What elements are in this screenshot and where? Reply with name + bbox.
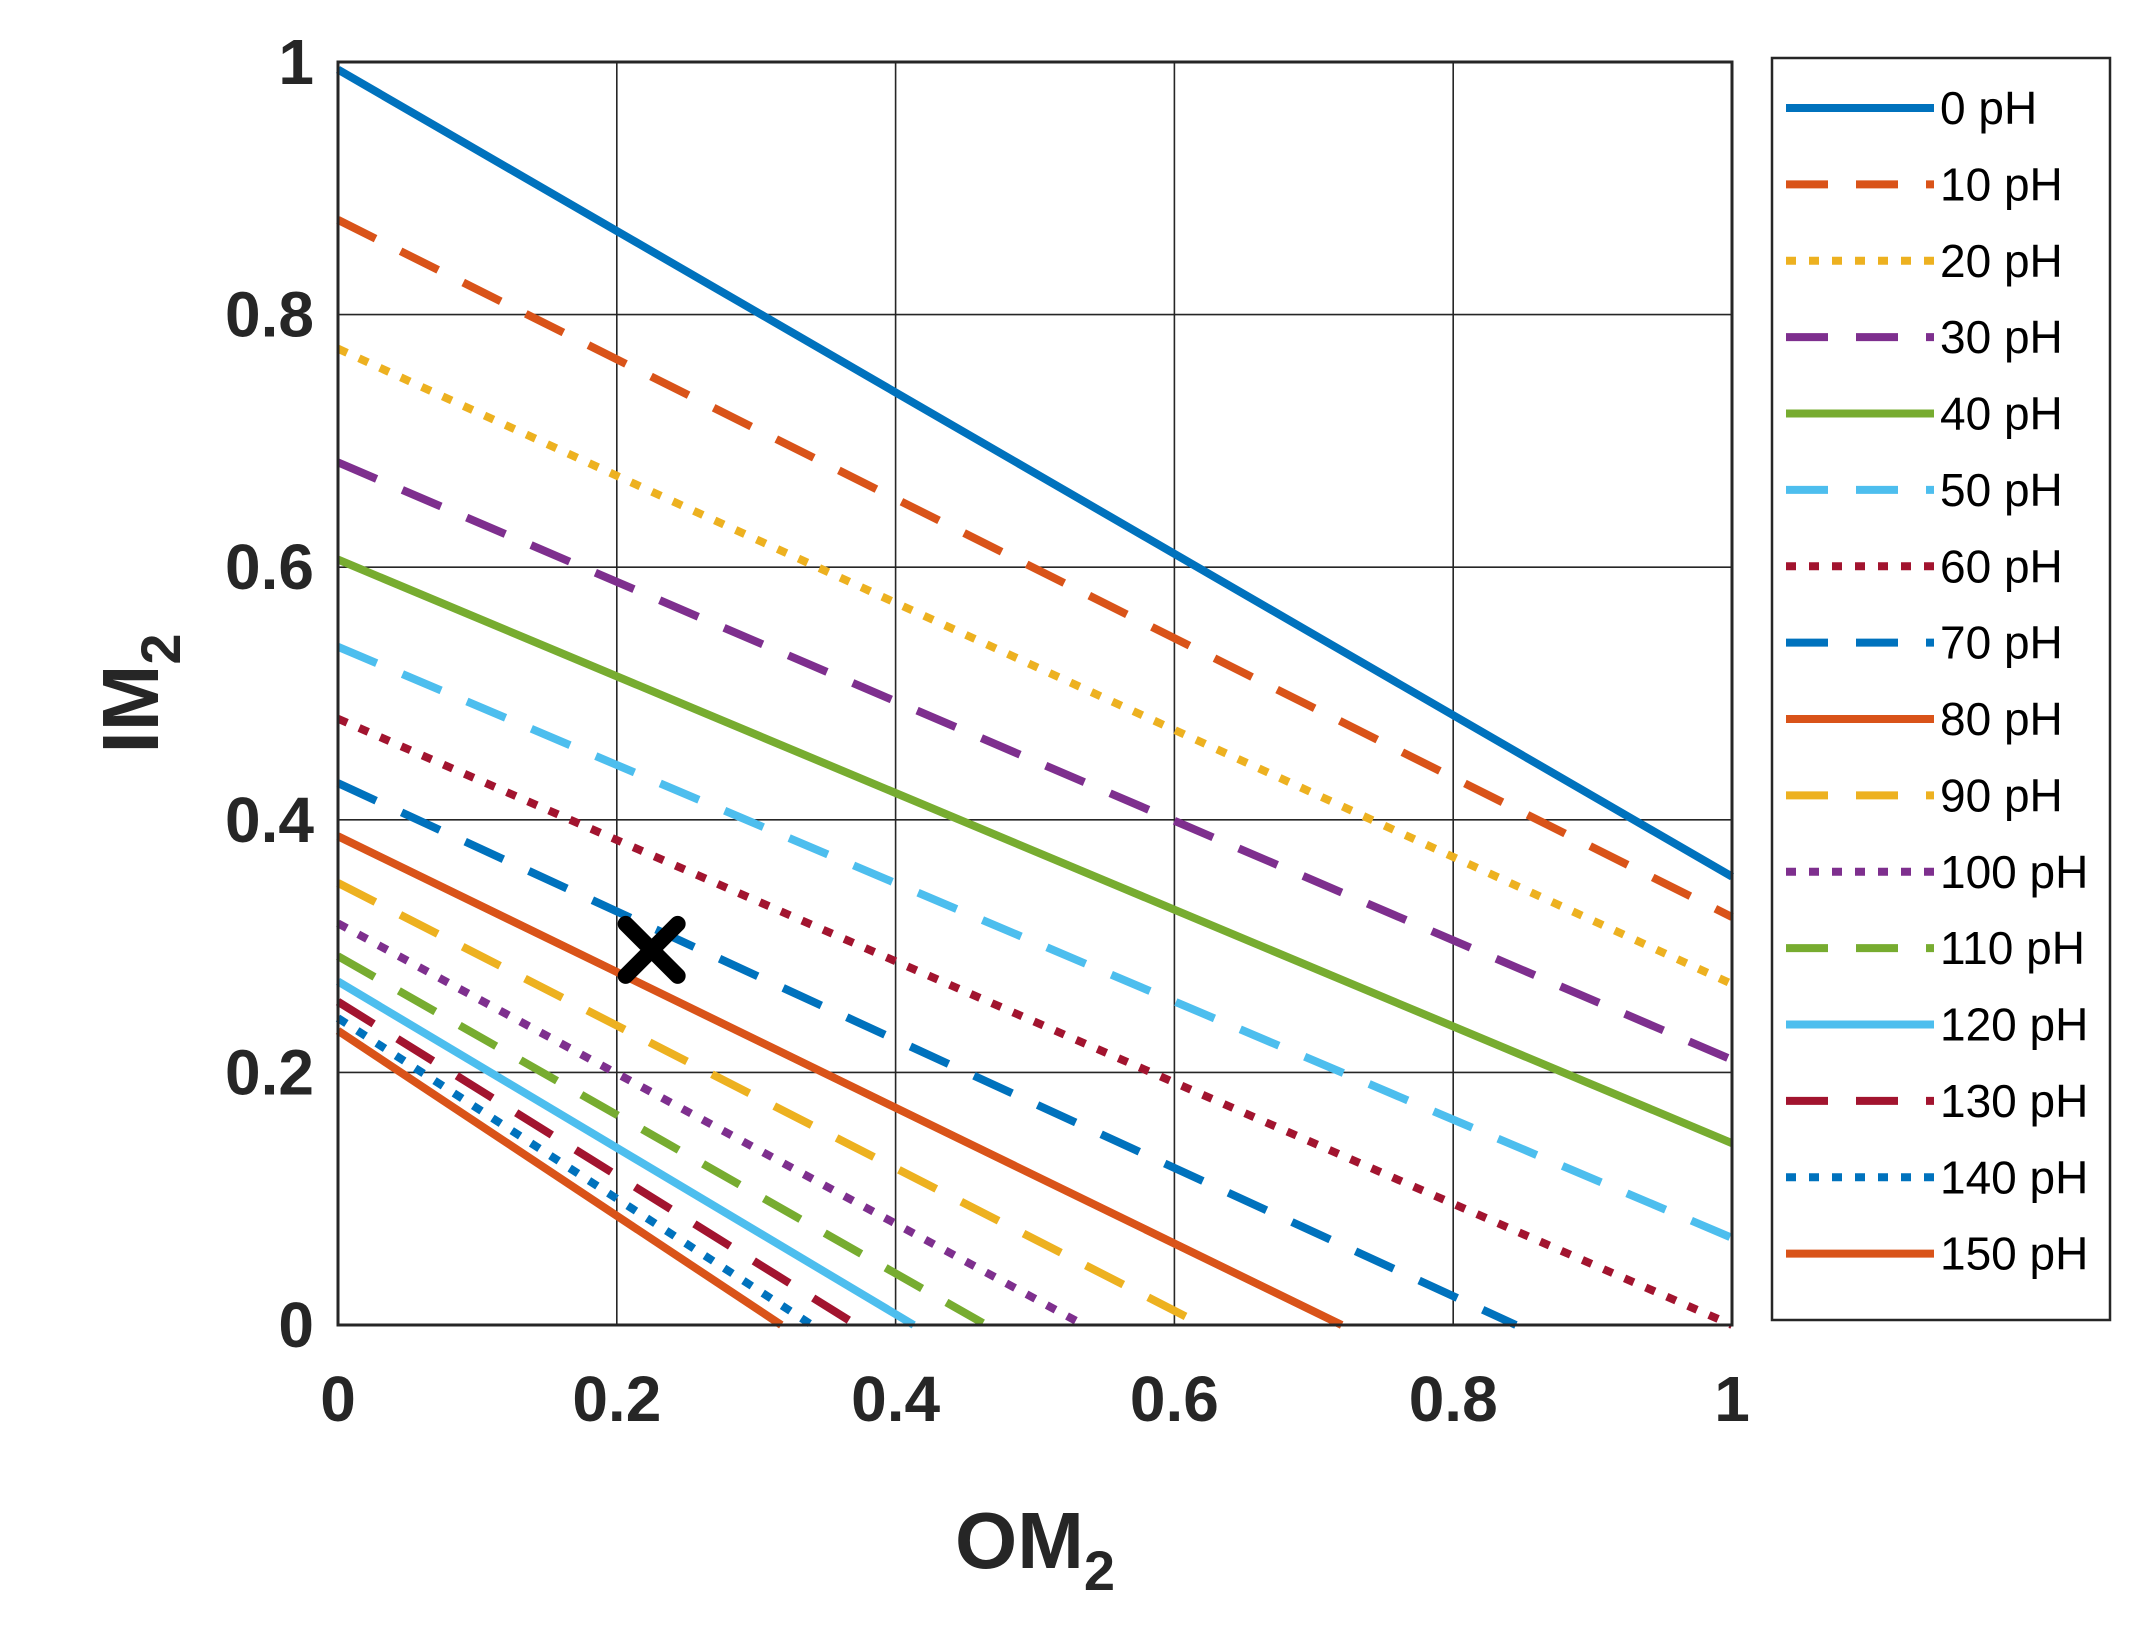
y-tick-label: 0.8 <box>225 279 314 351</box>
legend-label: 100 pH <box>1940 846 2088 898</box>
series-lines <box>335 66 1735 1329</box>
x-tick-label: 1 <box>1714 1363 1750 1435</box>
y-tick-label: 1 <box>278 26 314 98</box>
y-tick-label: 0.6 <box>225 531 314 603</box>
legend-label: 90 pH <box>1940 769 2063 821</box>
legend-item: 10 pH <box>1786 158 2063 210</box>
series-line-90-ph <box>336 879 1205 1329</box>
legend-item: 130 pH <box>1786 1075 2088 1127</box>
series-line-10-ph <box>336 216 1734 921</box>
legend-item: 150 pH <box>1786 1228 2088 1280</box>
legend-label: 60 pH <box>1940 540 2063 592</box>
legend-label: 30 pH <box>1940 311 2063 363</box>
legend-label: 20 pH <box>1940 235 2063 287</box>
x-tick-label: 0.2 <box>572 1363 661 1435</box>
x-tick-label: 0.8 <box>1409 1363 1498 1435</box>
legend-items: 0 pH 10 pH 20 pH 30 pH 40 pH 50 pH 60 pH 70 pH 8… <box>1786 82 2088 1280</box>
legend-item: 140 pH <box>1786 1151 2088 1203</box>
series-line-140-ph <box>335 1014 815 1329</box>
legend-item: 0 pH <box>1786 82 2037 134</box>
legend-box <box>1770 56 2112 1322</box>
series-line-50-ph <box>336 643 1734 1242</box>
series-line-110-ph <box>336 952 989 1329</box>
legend-item: 120 pH <box>1786 999 2088 1051</box>
y-tick-label: 0.4 <box>225 784 314 856</box>
series-line-30-ph <box>336 458 1734 1064</box>
series-line-40-ph <box>336 555 1734 1147</box>
legend-label: 70 pH <box>1940 617 2063 669</box>
legend-label: 150 pH <box>1940 1228 2088 1280</box>
legend-label: 10 pH <box>1940 158 2063 210</box>
series-line-20-ph <box>336 345 1734 988</box>
legend-label: 140 pH <box>1940 1151 2088 1203</box>
y-axis-label: IM2 <box>86 633 192 753</box>
x-tick-label: 0.6 <box>1130 1363 1219 1435</box>
legend-item: 70 pH <box>1786 617 2063 669</box>
legend-label: 130 pH <box>1940 1075 2088 1127</box>
legend-label: 120 pH <box>1940 999 2088 1051</box>
x-marker <box>617 915 686 984</box>
legend: 0 pH 10 pH 20 pH 30 pH 40 pH 50 pH 60 pH 70 pH 8… <box>1770 56 2112 1322</box>
legend-item: 50 pH <box>1786 464 2063 516</box>
y-tick-label: 0.2 <box>225 1036 314 1108</box>
x-tick-label: 0 <box>320 1363 356 1435</box>
legend-item: 60 pH <box>1786 540 2063 592</box>
legend-item: 100 pH <box>1786 846 2088 898</box>
legend-item: 20 pH <box>1786 235 2063 287</box>
series-line-0-ph <box>335 66 1735 881</box>
legend-label: 80 pH <box>1940 693 2063 745</box>
legend-item: 40 pH <box>1786 388 2063 440</box>
y-tick-labels: 0 0.2 0.4 0.6 0.8 1 <box>225 26 314 1361</box>
legend-item: 30 pH <box>1786 311 2063 363</box>
series-line-100-ph <box>336 919 1086 1329</box>
series-line-120-ph <box>335 978 916 1329</box>
plot-frame <box>336 60 1734 1327</box>
x-tick-labels: 0 0.2 0.4 0.6 0.8 1 <box>320 1363 1750 1435</box>
series-line-60-ph <box>336 715 1734 1329</box>
legend-item: 80 pH <box>1786 693 2063 745</box>
x-axis-label-main: OM <box>955 1496 1084 1585</box>
legend-item: 110 pH <box>1786 922 2085 974</box>
x-axis-label: OM2 <box>955 1496 1115 1602</box>
legend-label: 110 pH <box>1940 922 2085 974</box>
legend-item: 90 pH <box>1786 769 2063 821</box>
series-line-70-ph <box>336 779 1518 1329</box>
legend-label: 40 pH <box>1940 388 2063 440</box>
series-line-130-ph <box>335 998 859 1329</box>
x-axis-label-subscript: 2 <box>1084 1539 1115 1602</box>
y-axis-label-subscript: 2 <box>129 633 192 664</box>
legend-label: 0 pH <box>1940 82 2037 134</box>
y-axis-label-main: IM <box>86 665 175 754</box>
y-tick-label: 0 <box>278 1289 314 1361</box>
annotation-markers <box>617 915 686 984</box>
series-line-150-ph <box>335 1027 784 1329</box>
legend-label: 50 pH <box>1940 464 2063 516</box>
x-tick-label: 0.4 <box>851 1363 940 1435</box>
series-line-80-ph <box>336 832 1344 1329</box>
